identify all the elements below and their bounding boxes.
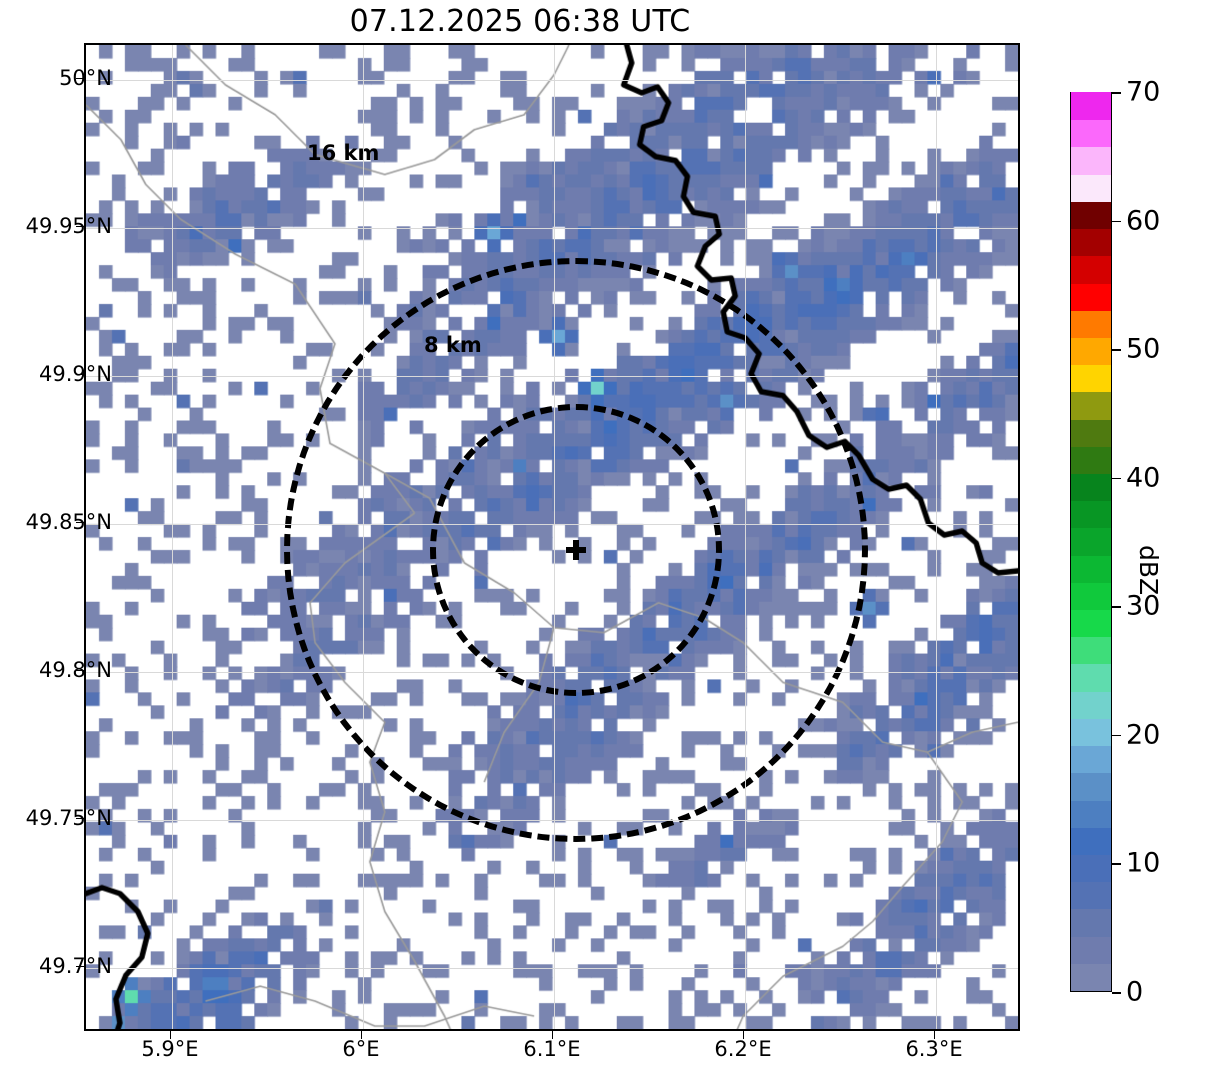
gridline-horizontal	[86, 80, 1018, 82]
colorbar-segment	[1071, 772, 1111, 801]
y-axis-tick-label: 49.9°N	[39, 362, 112, 387]
colorbar-segment	[1071, 228, 1111, 257]
colorbar-segment	[1071, 717, 1111, 747]
colorbar-segment	[1071, 853, 1111, 883]
colorbar-tick	[1112, 863, 1121, 865]
y-axis-tick-label: 50°N	[59, 66, 112, 91]
colorbar-segment	[1071, 608, 1111, 638]
gridline-horizontal	[86, 967, 1018, 969]
colorbar-segment	[1071, 581, 1111, 611]
gridline-vertical	[171, 45, 173, 1029]
range-ring-8km-label: 8 km	[424, 333, 482, 357]
gridline-vertical	[745, 45, 747, 1029]
colorbar-tick-label: 0	[1126, 976, 1144, 1008]
colorbar-tick-label: 70	[1126, 76, 1161, 108]
colorbar-segment	[1071, 554, 1111, 583]
colorbar-segment	[1071, 445, 1111, 474]
colorbar-segment	[1071, 500, 1111, 529]
colorbar-segment	[1071, 200, 1111, 230]
x-axis-tick	[552, 1031, 553, 1039]
colorbar-segment	[1071, 255, 1111, 284]
gridline-horizontal	[86, 672, 1018, 674]
colorbar-tick	[1112, 606, 1121, 608]
y-axis-tick-label: 49.8°N	[39, 658, 112, 683]
y-axis-tick	[76, 226, 84, 228]
colorbar-segment	[1071, 282, 1111, 311]
y-axis-tick	[76, 818, 84, 820]
colorbar-segment	[1071, 881, 1111, 910]
colorbar-segment	[1071, 636, 1111, 665]
range-ring-16km-label: 16 km	[307, 141, 380, 165]
colorbar-segment	[1071, 690, 1111, 719]
colorbar-segment	[1071, 745, 1111, 774]
y-axis-tick-label: 49.85°N	[25, 510, 112, 535]
colorbar-tick-label: 20	[1126, 719, 1161, 751]
y-axis-tick-label: 49.75°N	[25, 806, 112, 831]
colorbar-segment	[1071, 663, 1111, 692]
y-axis-tick	[76, 670, 84, 672]
colorbar-segment	[1071, 418, 1111, 447]
x-axis-tick	[934, 1031, 936, 1039]
colorbar	[1070, 91, 1112, 992]
x-axis-tick	[743, 1031, 745, 1039]
radar-site-marker	[565, 539, 586, 560]
gridline-horizontal	[86, 376, 1018, 378]
colorbar-tick	[1112, 92, 1121, 94]
colorbar-gradient	[1070, 91, 1112, 992]
gridline-horizontal	[86, 228, 1018, 230]
colorbar-tick-label: 30	[1126, 590, 1161, 622]
colorbar-tick	[1112, 734, 1121, 737]
x-axis-tick-label: 6°E	[342, 1037, 380, 1061]
colorbar-segment	[1071, 799, 1111, 828]
colorbar-tick	[1112, 220, 1121, 223]
colorbar-segment	[1071, 391, 1111, 420]
x-axis-tick-label: 6.3°E	[905, 1037, 963, 1061]
colorbar-segment	[1071, 336, 1111, 366]
colorbar-tick-label: 50	[1126, 333, 1161, 365]
colorbar-tick-label: 60	[1126, 205, 1161, 237]
colorbar-tick-label: 40	[1126, 462, 1161, 494]
range-ring-16km	[283, 257, 868, 842]
colorbar-segment	[1071, 826, 1111, 855]
colorbar-segment	[1071, 908, 1111, 937]
gridline-horizontal	[86, 820, 1018, 822]
colorbar-segment	[1071, 962, 1111, 991]
colorbar-segment	[1071, 309, 1111, 338]
colorbar-segment	[1071, 527, 1111, 556]
x-axis-tick-label: 6.2°E	[714, 1037, 772, 1061]
x-axis-tick-label: 6.1°E	[523, 1037, 581, 1061]
y-axis-tick	[76, 78, 84, 80]
colorbar-segment	[1071, 364, 1111, 393]
y-axis-tick	[76, 522, 84, 524]
y-axis-tick-label: 49.7°N	[39, 953, 112, 978]
y-axis-tick	[76, 965, 84, 967]
colorbar-tick	[1112, 992, 1121, 994]
colorbar-tick-label: 10	[1126, 847, 1161, 879]
page-title: 07.12.2025 06:38 UTC	[349, 4, 691, 39]
x-axis-tick-label: 5.9°E	[141, 1037, 199, 1061]
colorbar-segment	[1071, 91, 1111, 121]
gridline-vertical	[362, 45, 364, 1029]
x-axis-tick	[360, 1031, 362, 1039]
colorbar-segment	[1071, 119, 1111, 148]
gridline-vertical	[936, 45, 938, 1029]
gridline-horizontal	[86, 524, 1018, 526]
y-axis-tick	[76, 374, 84, 376]
colorbar-segment	[1071, 472, 1111, 502]
colorbar-tick	[1112, 349, 1121, 351]
y-axis-tick-label: 49.95°N	[25, 214, 112, 239]
colorbar-segment	[1071, 173, 1111, 202]
radar-plot-area[interactable]: 16 km 8 km	[84, 43, 1020, 1031]
gridline-vertical	[554, 45, 555, 1029]
range-ring-8km	[429, 403, 722, 696]
colorbar-segment	[1071, 146, 1111, 175]
colorbar-segment	[1071, 935, 1111, 964]
x-axis-tick	[169, 1031, 171, 1039]
colorbar-tick	[1112, 477, 1121, 480]
colorbar-title: dBZ	[1134, 545, 1163, 596]
